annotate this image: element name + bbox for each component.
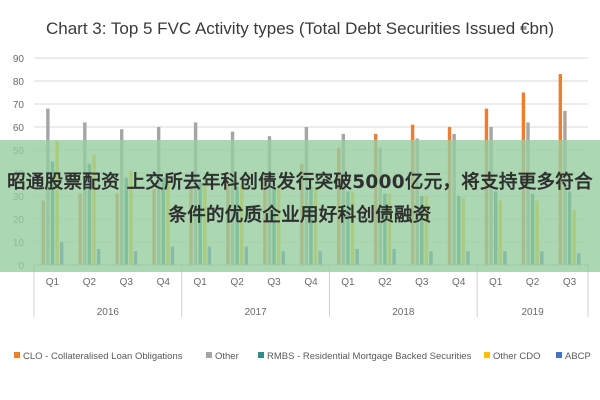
legend-swatch <box>484 352 490 358</box>
year-label: 2019 <box>521 307 544 318</box>
x-tick-label: Q2 <box>378 277 392 288</box>
year-label: 2016 <box>97 307 120 318</box>
year-label: 2017 <box>244 307 267 318</box>
x-tick-label: Q2 <box>83 277 97 288</box>
y-tick-label: 60 <box>13 123 25 134</box>
x-tick-label: Q3 <box>120 277 134 288</box>
x-tick-label: Q3 <box>415 277 429 288</box>
headline-text: 昭通股票配资 上交所去年科创债发行突破5000亿元，将支持更多符合条件的优质企业… <box>7 172 593 226</box>
x-tick-label: Q2 <box>230 277 244 288</box>
x-tick-label: Q4 <box>304 277 318 288</box>
x-tick-label: Q1 <box>194 277 208 288</box>
x-axis: Q1 Q2 Q3 Q4 Q1 Q2 Q3 Q4 Q1 Q2 Q3 Q4 Q1 Q2 Q3 2016 2017 20… <box>33 264 589 318</box>
legend-label: RMBS - Residential Mortgage Backed Secur… <box>267 351 472 362</box>
year-label: 2018 <box>392 307 415 318</box>
y-tick-label: 70 <box>13 100 25 111</box>
legend-label: Other <box>215 351 239 362</box>
x-tick-label: Q2 <box>526 277 540 288</box>
legend-swatch <box>556 352 562 358</box>
headline-overlay <box>0 140 600 272</box>
x-tick-label: Q3 <box>563 277 577 288</box>
legend-label: CLO - Collateralised Loan Obligations <box>23 351 183 362</box>
legend-label: Other CDO <box>493 351 541 362</box>
y-tick-label: 80 <box>13 77 25 88</box>
legend-swatch <box>258 352 264 358</box>
x-tick-label: Q4 <box>157 277 171 288</box>
legend-label: ABCP <box>565 351 591 362</box>
y-tick-label: 90 <box>13 54 25 65</box>
x-tick-label: Q1 <box>489 277 503 288</box>
x-tick-label: Q1 <box>46 277 60 288</box>
legend-swatch <box>206 352 212 358</box>
chart-title: Chart 3: Top 5 FVC Activity types (Total… <box>46 19 554 38</box>
legend-swatch <box>14 352 20 358</box>
x-tick-label: Q4 <box>452 277 466 288</box>
x-tick-label: Q1 <box>341 277 355 288</box>
x-tick-label: Q3 <box>267 277 281 288</box>
legend: CLO - Collateralised Loan Obligations Oth… <box>14 351 591 362</box>
